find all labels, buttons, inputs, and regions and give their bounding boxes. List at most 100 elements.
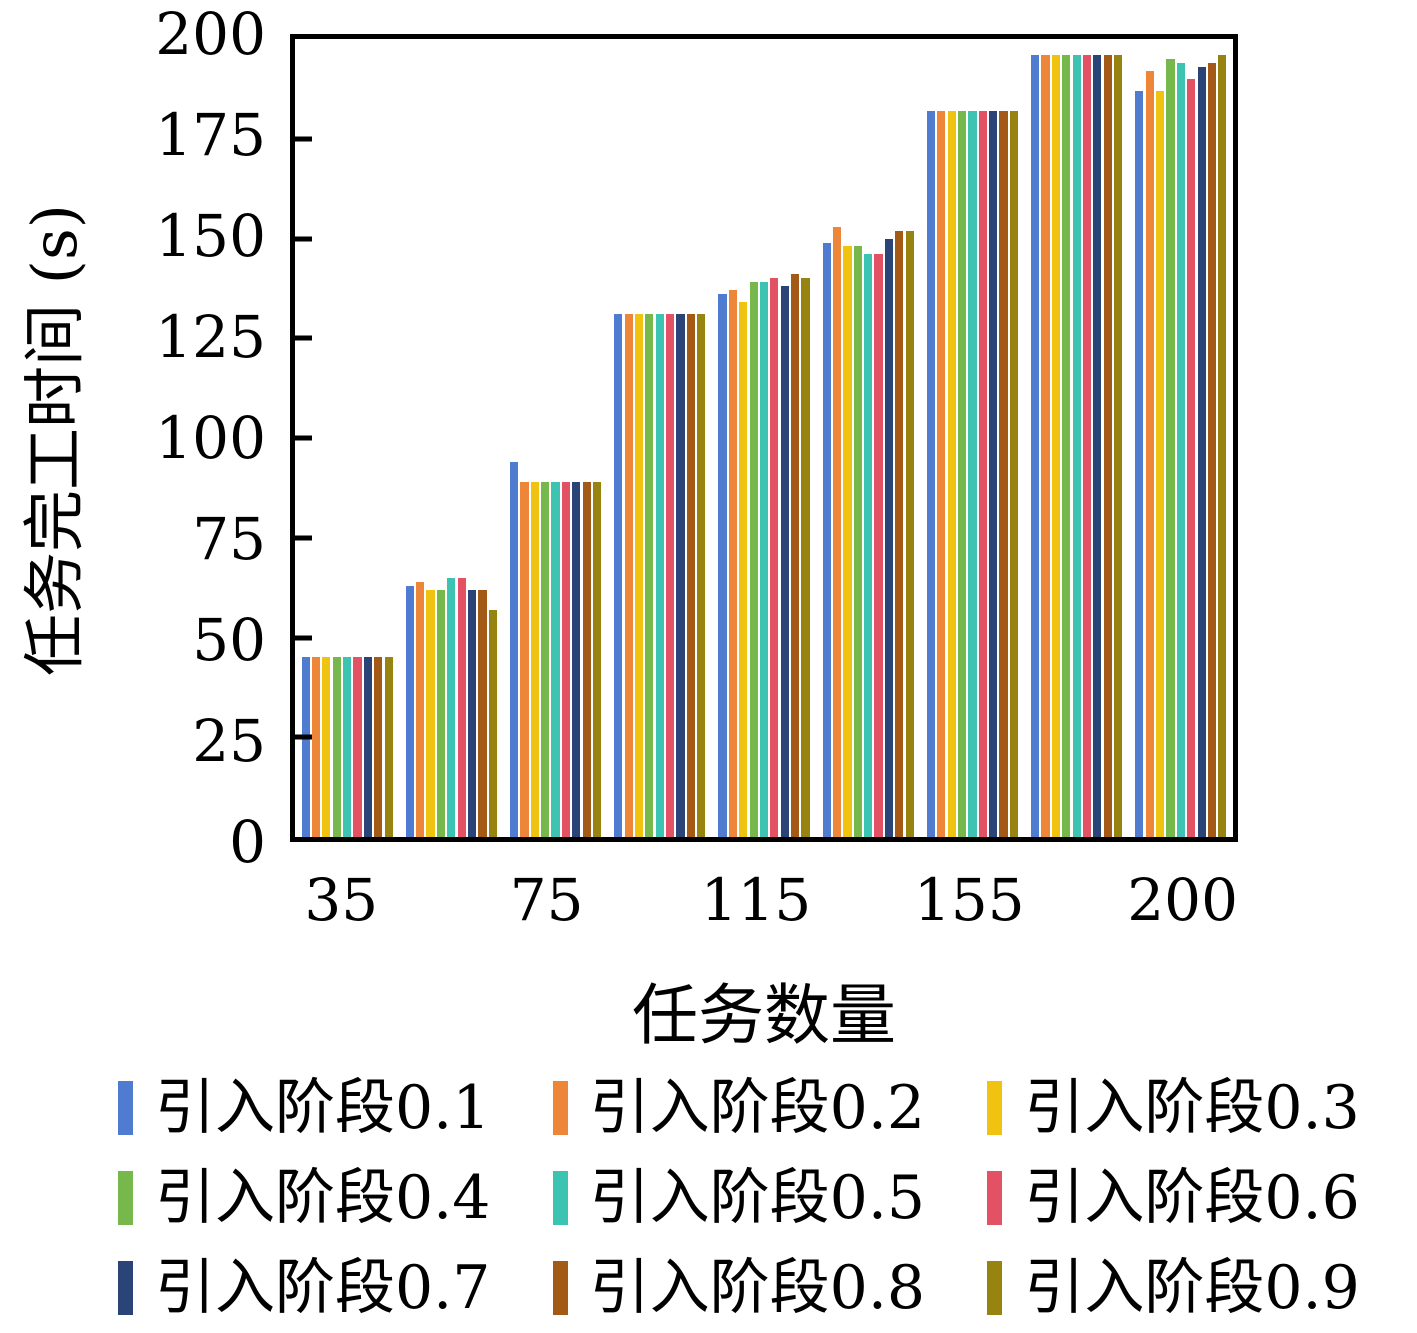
bar <box>770 278 779 837</box>
bar <box>322 657 331 837</box>
bar <box>384 657 393 837</box>
bar-group-1 <box>295 39 399 837</box>
x-tick-label: 200 <box>1127 866 1238 934</box>
legend-label: 引入阶段0.8 <box>589 1253 926 1323</box>
plot-area <box>290 34 1238 842</box>
bar <box>895 230 904 837</box>
bar <box>718 294 727 837</box>
bar <box>447 577 456 837</box>
x-axis-title: 任务数量 <box>632 977 896 1054</box>
bar <box>457 577 466 837</box>
bar-group-2 <box>399 39 503 837</box>
bar <box>1197 66 1206 837</box>
bar-group-4 <box>608 39 712 837</box>
bar <box>843 246 852 837</box>
y-tick-mark <box>295 435 312 441</box>
legend-item: 引入阶段0.7 <box>118 1252 543 1324</box>
y-tick-label: 125 <box>155 303 266 371</box>
bar <box>686 314 695 837</box>
bar <box>884 238 894 837</box>
bar-group-8 <box>1025 39 1129 837</box>
bar <box>1218 54 1227 837</box>
legend-swatch-icon <box>987 1171 1003 1225</box>
bar <box>634 314 644 837</box>
bar-group-3 <box>503 39 607 837</box>
legend-label: 引入阶段0.2 <box>589 1073 926 1143</box>
legend-swatch-icon <box>118 1171 133 1225</box>
bar <box>874 254 883 837</box>
bar <box>592 481 602 837</box>
legend-label: 引入阶段0.1 <box>155 1073 491 1143</box>
bar <box>1009 110 1019 837</box>
x-tick-label <box>1025 866 1128 936</box>
x-tick-label: 75 <box>509 866 584 934</box>
legend-item: 引入阶段0.9 <box>987 1252 1412 1324</box>
bar <box>1187 78 1196 837</box>
legend-swatch-icon <box>118 1261 133 1315</box>
y-tick-mark <box>295 335 312 341</box>
legend-item: 引入阶段0.5 <box>552 1162 978 1234</box>
bar <box>436 589 446 837</box>
bar <box>1031 54 1040 837</box>
bar <box>905 230 914 837</box>
legend-item: 引入阶段0.8 <box>552 1252 978 1324</box>
bar <box>530 481 539 837</box>
y-tick-mark <box>295 535 312 541</box>
legend-swatch-icon <box>118 1081 133 1135</box>
bar <box>374 657 383 837</box>
bar <box>363 657 372 837</box>
bar <box>1051 54 1060 837</box>
legend-item: 引入阶段0.2 <box>552 1072 978 1144</box>
bar <box>1145 70 1154 837</box>
bar <box>655 314 664 837</box>
bar <box>645 314 654 837</box>
y-tick-labels: 0 25 50 75 100 125 150 175 200 <box>0 5 274 871</box>
bar <box>697 314 706 837</box>
legend-label: 引入阶段0.9 <box>1024 1253 1360 1323</box>
bar <box>426 589 435 837</box>
legend-item: 引入阶段0.3 <box>987 1072 1412 1144</box>
bar <box>488 609 497 837</box>
y-tick-label: 0 <box>229 808 266 876</box>
x-tick-label <box>598 866 701 936</box>
bar <box>989 110 998 837</box>
bar <box>624 314 633 837</box>
legend-item: 引入阶段0.1 <box>118 1072 543 1144</box>
y-tick-label: 150 <box>155 202 266 270</box>
x-tick-labels: 35 75 115 155 200 <box>290 866 1238 936</box>
legend-swatch-icon <box>552 1171 568 1225</box>
bar <box>978 110 987 837</box>
bar <box>1062 54 1071 837</box>
legend-label: 引入阶段0.7 <box>155 1253 491 1323</box>
bar <box>1114 54 1123 837</box>
bar <box>1176 62 1185 837</box>
bar <box>999 110 1008 837</box>
legend: 引入阶段0.1 引入阶段0.2 引入阶段0.3 引入阶段0.4 引入阶段0.5 引入阶段0… <box>118 1072 1412 1324</box>
bar <box>582 481 591 837</box>
bar <box>520 481 529 837</box>
y-tick-mark <box>295 136 312 142</box>
y-tick-label: 100 <box>155 404 266 472</box>
bar <box>478 589 487 837</box>
bar <box>968 110 977 837</box>
bar <box>926 110 936 837</box>
bar <box>801 278 810 837</box>
bar <box>1041 54 1050 837</box>
bar <box>1166 58 1175 837</box>
legend-swatch-icon <box>552 1081 568 1135</box>
legend-label: 引入阶段0.6 <box>1024 1163 1360 1233</box>
bar <box>791 274 800 837</box>
bar <box>822 242 831 837</box>
bars <box>295 39 1233 837</box>
bar <box>759 282 769 837</box>
x-tick-label: 35 <box>304 866 379 934</box>
bar <box>343 657 352 837</box>
bar-group-5 <box>712 39 816 837</box>
bar <box>853 246 862 837</box>
bar <box>1207 62 1217 837</box>
bar <box>1103 54 1112 837</box>
y-tick-mark <box>295 734 312 740</box>
x-tick-label: 115 <box>700 866 812 934</box>
bar <box>749 282 758 837</box>
